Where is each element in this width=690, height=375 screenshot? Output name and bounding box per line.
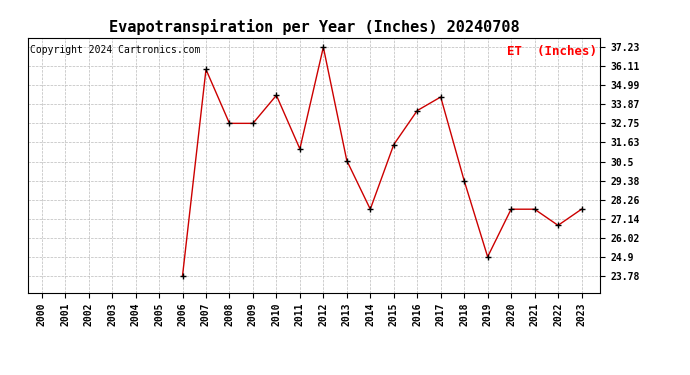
Text: Copyright 2024 Cartronics.com: Copyright 2024 Cartronics.com <box>30 45 201 55</box>
Text: ET  (Inches): ET (Inches) <box>507 45 598 58</box>
Title: Evapotranspiration per Year (Inches) 20240708: Evapotranspiration per Year (Inches) 202… <box>108 19 520 35</box>
